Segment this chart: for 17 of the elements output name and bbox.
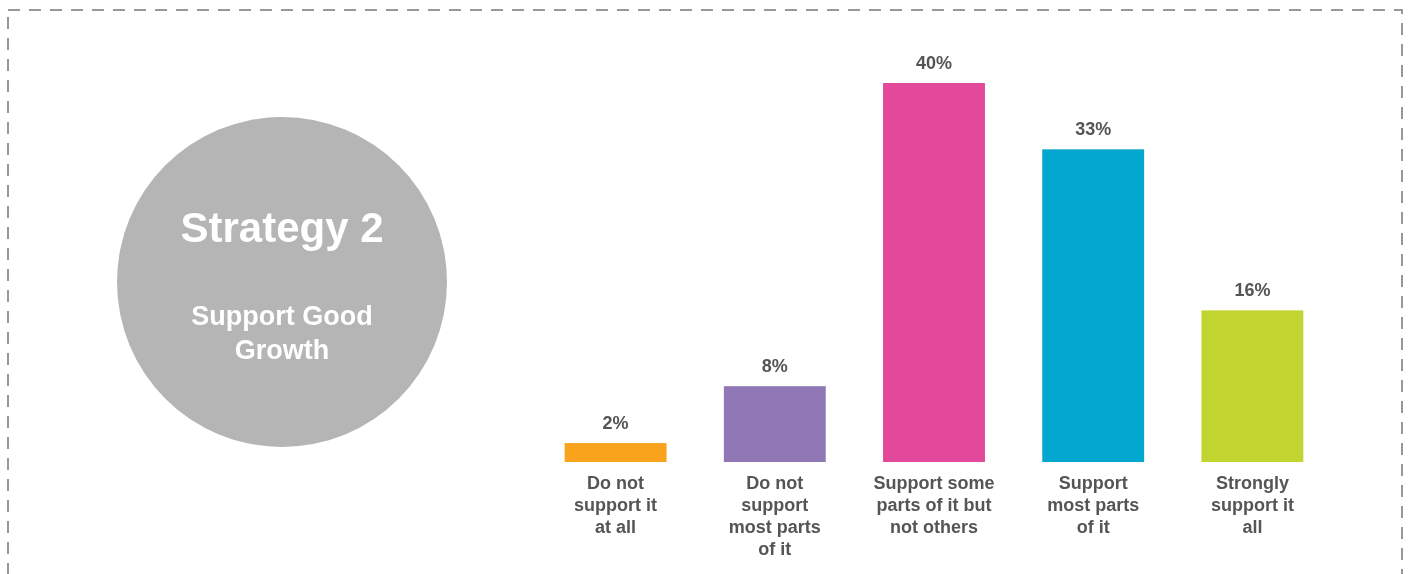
bar [883,83,985,462]
x-tick-label: Strongly support it all [1210,473,1294,537]
x-tick-label: Do not support most parts of it [728,473,821,559]
text: Support Good Growth [191,301,373,365]
data-label: 8% [761,356,788,377]
bar [1042,149,1145,462]
x-tick-label: Support most parts of it [1047,473,1140,537]
bar [1201,310,1304,462]
text: Strategy 2 [180,204,384,251]
data-label: 16% [1234,280,1271,301]
data-label: 40% [915,53,953,73]
bar [723,386,826,462]
x-tick-label: Do not support it at all [574,473,658,537]
data-label: 2% [602,413,629,434]
data-label: 33% [1075,119,1112,140]
x-tick-label: Support some parts of it but not others [873,473,995,537]
bar [564,443,667,462]
